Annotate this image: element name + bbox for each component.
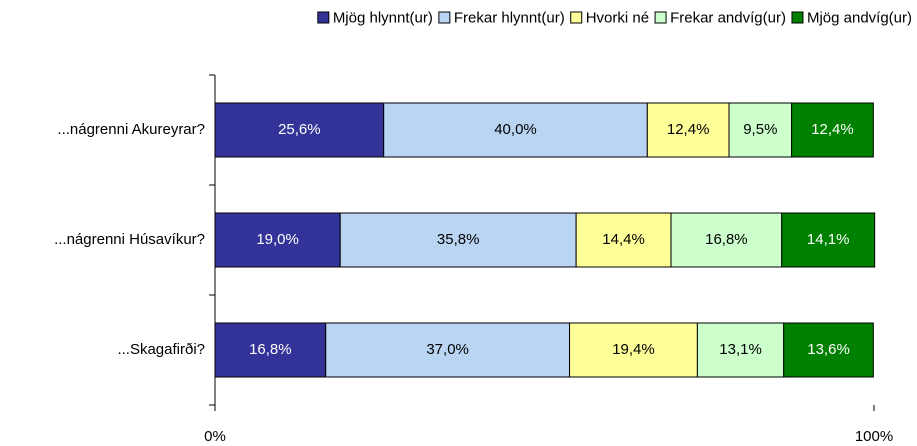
- bar-segment: [325, 322, 571, 378]
- legend-swatch: [317, 11, 330, 24]
- value-label: 25,6%: [278, 121, 321, 138]
- bar-segment: [781, 212, 876, 268]
- value-label: 12,4%: [811, 121, 854, 138]
- legend-label: Frekar hlynnt(ur): [454, 9, 565, 26]
- value-label: 19,0%: [256, 231, 299, 248]
- legend-label: Mjög andvíg(ur): [807, 9, 912, 26]
- legend-swatch: [438, 11, 451, 24]
- value-label: 16,8%: [705, 231, 748, 248]
- x-tick-label: 100%: [855, 428, 893, 445]
- value-label: 13,6%: [807, 341, 850, 358]
- legend-swatch: [791, 11, 804, 24]
- bar-segment: [569, 322, 698, 378]
- value-label: 12,4%: [667, 121, 710, 138]
- value-label: 19,4%: [612, 341, 655, 358]
- bar-segment: [783, 322, 874, 378]
- value-label: 35,8%: [437, 231, 480, 248]
- bar-segment: [383, 102, 648, 158]
- bar-segment: [696, 322, 785, 378]
- legend-label: Mjög hlynnt(ur): [333, 9, 433, 26]
- bar-segment: [214, 212, 341, 268]
- bar-segment: [670, 212, 783, 268]
- bar-segment: [646, 102, 730, 158]
- value-label: 37,0%: [426, 341, 469, 358]
- legend-swatch: [654, 11, 667, 24]
- legend: Mjög hlynnt(ur) Frekar hlynnt(ur) Hvorki n…: [317, 9, 912, 26]
- legend-label: Frekar andvíg(ur): [670, 9, 786, 26]
- category-label: ...nágrenni Húsavíkur?: [54, 231, 205, 248]
- category-label: ...Skagafirði?: [117, 341, 205, 358]
- bar-segment: [728, 102, 793, 158]
- value-label: 14,4%: [602, 231, 645, 248]
- value-label: 13,1%: [719, 341, 762, 358]
- value-label: 9,5%: [743, 121, 777, 138]
- bar-segment: [214, 102, 385, 158]
- x-tick-label: 0%: [204, 428, 226, 445]
- legend-label: Hvorki né: [586, 9, 649, 26]
- value-label: 14,1%: [807, 231, 850, 248]
- category-label: ...nágrenni Akureyrar?: [57, 121, 205, 138]
- value-label: 40,0%: [494, 121, 537, 138]
- bar-segment: [214, 322, 327, 378]
- legend-swatch: [570, 11, 583, 24]
- bar-segment: [791, 102, 874, 158]
- value-label: 16,8%: [249, 341, 292, 358]
